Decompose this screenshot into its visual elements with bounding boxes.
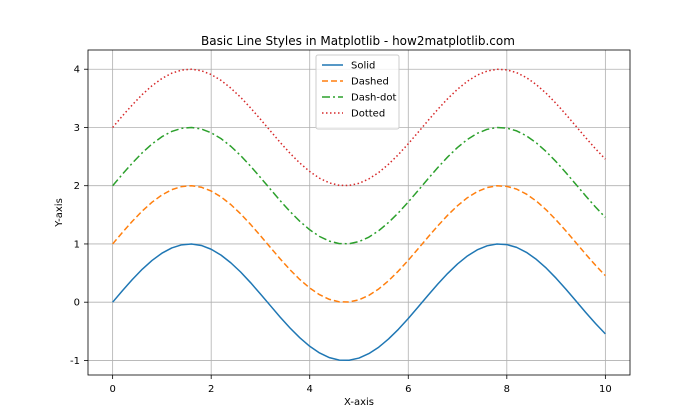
y-tick-label: -1	[70, 356, 80, 367]
series-line-dash-dot	[112, 126, 606, 245]
x-tick-label: 8	[504, 384, 510, 395]
x-tick-label: 0	[109, 384, 115, 395]
y-tick-label: 4	[74, 65, 80, 76]
legend-label: Dashed	[351, 77, 389, 88]
legend-item-dash-dot: Dash-dot	[322, 93, 396, 104]
y-tick-label: 1	[74, 239, 80, 250]
legend-item-dashed: Dashed	[322, 77, 389, 88]
legend-label: Dotted	[351, 109, 385, 120]
y-tick-label: 2	[74, 181, 80, 192]
series-lines	[112, 68, 606, 361]
x-tick-label: 4	[307, 384, 313, 395]
y-tick-label: 3	[74, 123, 80, 134]
x-axis-label: X-axis	[344, 397, 374, 408]
legend-label: Dash-dot	[351, 93, 396, 104]
x-tick-label: 2	[208, 384, 214, 395]
legend-label: Solid	[351, 61, 375, 72]
series-line-solid	[112, 243, 606, 361]
plot-frame	[87, 49, 631, 376]
x-tick-label: 6	[405, 384, 411, 395]
series-line-dotted	[112, 68, 606, 187]
series-line-dashed	[112, 184, 606, 303]
legend-item-dotted: Dotted	[322, 109, 385, 120]
legend-box	[315, 54, 400, 130]
x-axis-ticks: 0 2 4 6 8 10	[109, 375, 612, 395]
y-axis-label: Y-axis	[54, 198, 65, 228]
y-tick-label: 0	[74, 298, 80, 309]
y-axis-ticks: -1 0 1 2 3 4	[70, 65, 88, 367]
legend: Solid Dashed Dash-dot Dotted	[315, 54, 400, 130]
chart-title: Basic Line Styles in Matplotlib - how2ma…	[201, 34, 515, 48]
legend-item-solid: Solid	[322, 61, 375, 72]
x-tick-label: 10	[599, 384, 612, 395]
